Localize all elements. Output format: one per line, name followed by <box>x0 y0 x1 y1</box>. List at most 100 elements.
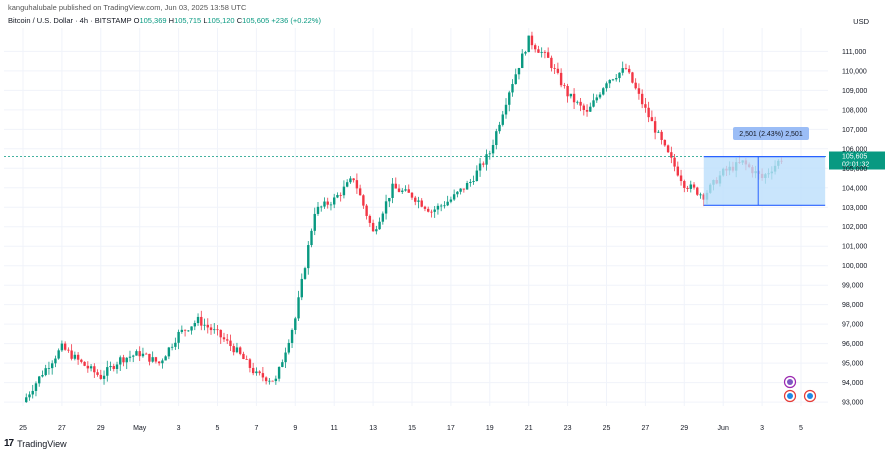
candle-body <box>553 68 556 69</box>
candle <box>213 323 216 334</box>
candle <box>232 343 235 356</box>
candle-body <box>401 190 404 192</box>
candle <box>530 31 534 50</box>
candle <box>653 116 657 140</box>
candle-body <box>238 347 242 354</box>
x-tick-label: Jun <box>718 425 729 432</box>
candle-body <box>174 342 177 347</box>
candle-body <box>420 200 423 207</box>
candle <box>696 186 699 196</box>
candle-body <box>144 353 148 355</box>
candle-body <box>44 368 47 376</box>
candle-body <box>277 367 281 379</box>
candle-body <box>559 72 563 86</box>
candle <box>608 79 611 89</box>
candle-body <box>323 201 326 207</box>
candle-body <box>60 343 64 351</box>
candle <box>430 209 433 218</box>
candle-body <box>475 170 479 182</box>
candle-body <box>106 367 109 376</box>
candle-body <box>177 331 180 343</box>
candle-body <box>342 186 346 196</box>
candle-body <box>511 84 514 93</box>
y-tick-label: 107,000 <box>842 127 867 134</box>
candle-body <box>611 79 615 81</box>
candle <box>615 74 618 82</box>
candle-body <box>213 329 216 331</box>
tradingview-brand[interactable]: 17 TradingView <box>4 438 67 449</box>
x-axis: 25 27 29 May 3 5 7 9 11 13 15 17 19 21 23 25 27 29 Jun 3 5 <box>19 425 803 432</box>
candle <box>174 337 177 350</box>
candle <box>414 195 417 206</box>
candle-body <box>148 353 151 362</box>
last-price-label: 105,605 <box>842 154 867 161</box>
candle <box>589 102 592 112</box>
candle-body <box>209 327 213 331</box>
candle-body <box>336 194 339 198</box>
candle <box>277 366 281 382</box>
candle <box>193 320 197 331</box>
candle <box>482 161 485 168</box>
candle-body <box>384 201 388 214</box>
candle-body <box>546 52 550 58</box>
x-tick-label: 21 <box>525 425 533 432</box>
candle-body <box>579 101 582 106</box>
candle-body <box>307 245 310 269</box>
x-tick-label: 29 <box>680 425 688 432</box>
candle <box>102 370 106 385</box>
x-tick-label: 25 <box>603 425 611 432</box>
brand-name: TradingView <box>17 438 67 449</box>
candle <box>572 88 576 109</box>
candle-body <box>339 194 342 196</box>
candle-body <box>637 88 641 94</box>
candle <box>533 43 537 53</box>
candle-body <box>80 359 83 362</box>
candle-body <box>50 363 54 369</box>
x-tick-label: May <box>133 425 147 432</box>
candle <box>200 310 203 331</box>
candle-body <box>608 79 611 84</box>
candle <box>177 329 180 350</box>
candle <box>67 347 70 353</box>
y-tick-label: 100,000 <box>842 263 867 270</box>
candle-body <box>297 297 300 319</box>
candle <box>472 175 475 185</box>
candle <box>546 47 550 58</box>
countdown-label: 02:01:32 <box>842 162 869 169</box>
candle <box>203 318 206 331</box>
candle <box>329 201 333 211</box>
measure-label-bg <box>733 127 809 140</box>
candle <box>540 47 543 58</box>
candle-body <box>38 376 41 384</box>
candle-body <box>358 188 362 196</box>
candle-body <box>699 194 702 196</box>
candle <box>238 346 242 356</box>
candle-body <box>232 346 235 353</box>
candle-body <box>368 215 372 223</box>
candle <box>180 325 184 334</box>
candle <box>135 349 138 356</box>
candle <box>456 191 459 198</box>
candle-body <box>404 189 407 191</box>
x-tick-label: 29 <box>97 425 105 432</box>
candle <box>640 89 644 109</box>
candle <box>164 355 167 361</box>
candle-body <box>73 354 77 359</box>
candle <box>595 94 598 103</box>
candle-body <box>686 187 689 189</box>
y-tick-label: 93,000 <box>842 400 864 407</box>
candle <box>47 361 51 375</box>
candle-body <box>63 343 67 350</box>
candle <box>34 381 38 397</box>
candle-body <box>135 351 138 356</box>
candle <box>391 177 394 204</box>
candle-body <box>443 205 446 207</box>
candle <box>258 370 261 376</box>
candle-body <box>320 206 323 208</box>
candle-body <box>602 88 605 95</box>
candle-body <box>196 316 200 324</box>
candle-body <box>689 184 692 189</box>
candle <box>25 393 28 403</box>
ohlc-open: O105,369 <box>133 16 167 25</box>
